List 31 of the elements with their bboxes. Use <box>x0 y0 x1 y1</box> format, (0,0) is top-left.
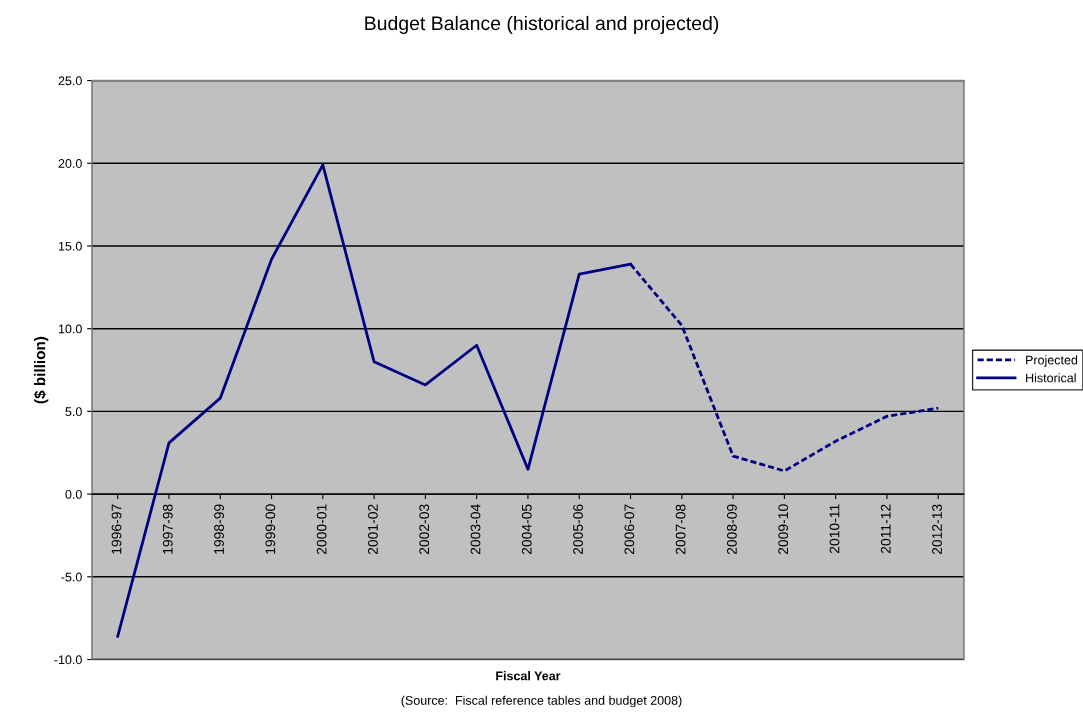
x-tick-label: 1996-97 <box>111 504 122 554</box>
legend-label: Projected <box>1026 355 1078 367</box>
y-tick-label: -5.0 <box>61 572 82 582</box>
y-tick-label: 0.0 <box>65 489 82 499</box>
x-tick-label: 2007-08 <box>675 504 686 555</box>
x-tick-label: 2012-13 <box>932 504 942 555</box>
y-tick-label: 25.0 <box>58 76 82 86</box>
text: (Source: Fiscal reference tables and budget 2008) <box>401 695 682 708</box>
x-tick-label: 2003-04 <box>470 504 481 555</box>
y-tick-label: 15.0 <box>58 241 82 251</box>
y-axis-title: ($ billion) <box>33 336 49 404</box>
x-tick-label: 1997-98 <box>162 504 173 554</box>
x-tick-label: 2010-11 <box>829 504 840 554</box>
x-tick-label: 2006-07 <box>624 504 635 555</box>
y-tick-label: 20.0 <box>58 159 82 168</box>
x-tick-label: 2008-09 <box>726 504 737 555</box>
y-tick-label: 10.0 <box>58 324 82 334</box>
x-tick-label: 1998-99 <box>214 504 224 554</box>
x-tick-label: 2011-12 <box>880 504 891 554</box>
x-axis-title: Fiscal Year <box>496 671 561 681</box>
y-tick-label: 5.0 <box>65 407 82 417</box>
x-tick-label: 2005-06 <box>573 504 583 555</box>
x-tick-label: 2004-05 <box>521 504 532 555</box>
y-tick-label: -10.0 <box>54 655 82 665</box>
x-tick-label: 1999-00 <box>265 504 276 554</box>
legend-label: Historical <box>1026 373 1076 383</box>
x-tick-label: 2001-02 <box>368 504 378 555</box>
x-tick-label: 2000-01 <box>316 504 327 555</box>
x-tick-label: 2009-10 <box>778 504 789 555</box>
chart-title: Budget Balance (historical and projected) <box>365 15 719 35</box>
x-tick-label: 2002-03 <box>419 504 430 555</box>
